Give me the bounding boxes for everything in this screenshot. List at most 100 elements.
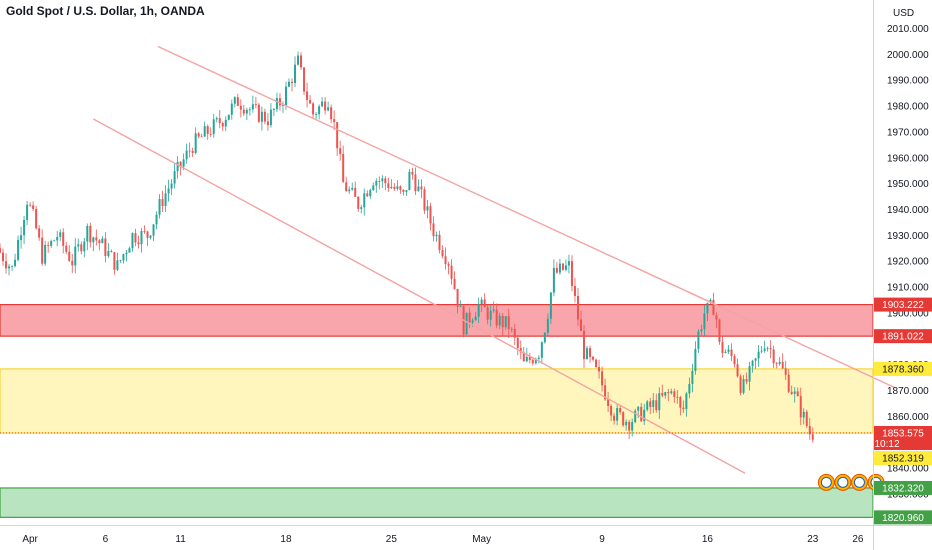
candle-body: [137, 242, 140, 245]
x-tick-label: Apr: [22, 534, 38, 545]
candle-body: [483, 299, 486, 308]
candle-body: [53, 240, 56, 242]
event-flag-inner-icon: [820, 476, 832, 488]
candle-body: [366, 193, 369, 197]
candle-body: [146, 231, 149, 238]
y-tick-label: 1840.000: [887, 464, 929, 475]
candle-body: [658, 393, 661, 411]
candle-body: [420, 186, 423, 190]
candle-body: [167, 188, 170, 194]
candle-body: [56, 236, 59, 241]
candle-body: [489, 310, 492, 320]
candle-body: [781, 361, 784, 369]
candle-body: [787, 374, 790, 392]
candle-body: [399, 186, 402, 190]
candle-body: [531, 360, 534, 364]
candle-body: [661, 393, 664, 396]
y-tick-label: 1910.000: [887, 283, 929, 294]
candle-body: [116, 260, 119, 270]
candle-body: [435, 234, 438, 237]
candle-body: [513, 328, 516, 338]
price-level-tag: [874, 425, 932, 450]
candle-body: [576, 295, 579, 320]
candle-body: [432, 223, 435, 237]
candle-body: [387, 183, 390, 189]
candle-body: [378, 181, 381, 182]
y-tick-label: 1920.000: [887, 257, 929, 268]
candle-body: [128, 248, 131, 253]
event-flag-inner-icon: [837, 476, 849, 488]
candle-body: [185, 150, 188, 160]
y-tick-label: 1980.000: [887, 102, 929, 113]
candle-body: [519, 348, 522, 353]
price-level-tag: [874, 361, 932, 376]
candle-body: [733, 356, 736, 365]
candle-body: [468, 312, 471, 323]
y-tick-label: 1860.000: [887, 412, 929, 423]
candle-body: [348, 189, 351, 192]
candle-body: [65, 245, 68, 252]
candle-body: [516, 337, 519, 349]
candle-body: [583, 330, 586, 360]
candle-body: [477, 304, 480, 317]
candle-body: [191, 151, 194, 153]
candle-body: [284, 86, 287, 106]
candle-body: [558, 263, 561, 273]
candle-body: [80, 244, 83, 252]
candle-body: [74, 246, 77, 266]
candle-body: [456, 288, 459, 307]
candle-body: [291, 81, 294, 84]
y-tick-label: 2000.000: [887, 50, 929, 61]
support-zone: [0, 368, 874, 434]
candle-body: [23, 219, 26, 236]
candle-body: [321, 101, 324, 107]
candle-body: [634, 410, 637, 423]
candle-body: [396, 186, 399, 189]
candle-body: [390, 186, 393, 189]
candle-body: [495, 309, 498, 326]
candle-body: [306, 91, 309, 101]
candle-body: [119, 260, 122, 262]
candle-body: [71, 260, 74, 266]
candle-body: [104, 238, 107, 257]
candle-body: [637, 406, 640, 411]
candle-body: [218, 118, 221, 124]
candle-body: [17, 239, 20, 260]
candle-body: [709, 299, 712, 303]
candle-body: [134, 233, 137, 243]
candle-body: [188, 150, 191, 152]
candle-body: [38, 228, 41, 238]
candle-body: [411, 171, 414, 175]
candle-body: [92, 237, 95, 243]
candle-body: [29, 204, 32, 206]
candle-body: [688, 383, 691, 394]
candle-body: [601, 371, 604, 386]
candle-body: [667, 392, 670, 394]
candle-body: [122, 254, 125, 261]
candle-body: [649, 401, 652, 407]
candle-body: [41, 237, 44, 264]
candle-body: [209, 133, 212, 135]
candle-body: [360, 207, 363, 209]
candle-body: [336, 122, 339, 149]
candle-body: [0, 248, 1, 253]
candle-body: [595, 359, 598, 367]
candle-body: [697, 331, 700, 349]
candle-body: [224, 119, 227, 127]
candle-body: [164, 193, 167, 207]
candle-body: [465, 312, 468, 335]
candle-body: [700, 329, 703, 332]
candle-body: [86, 225, 89, 242]
candle-body: [751, 360, 754, 367]
candle-body: [543, 332, 546, 343]
candle-body: [486, 307, 489, 320]
candle-body: [492, 309, 495, 311]
y-tick-label: 1990.000: [887, 76, 929, 87]
candle-body: [706, 302, 709, 314]
candle-body: [402, 189, 405, 192]
candle-body: [522, 352, 525, 362]
candle-body: [604, 385, 607, 400]
x-tick-label: 11: [175, 534, 186, 545]
price-level-tag: [874, 450, 932, 465]
